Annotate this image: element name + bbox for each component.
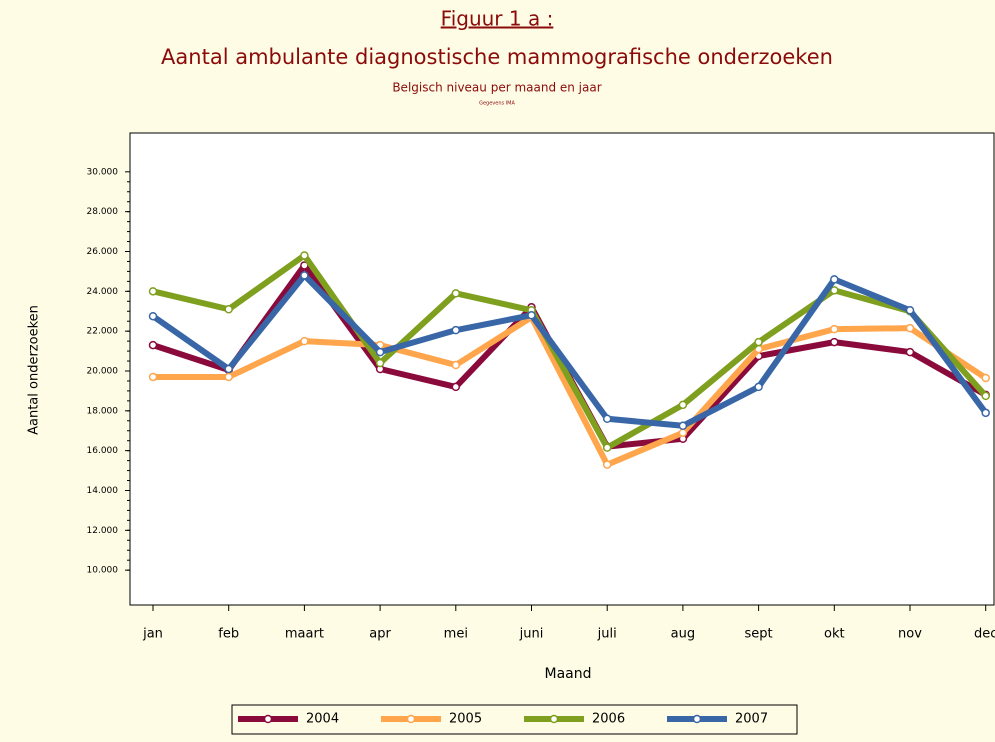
legend-label: 2007 [735, 712, 768, 727]
point [754, 382, 763, 392]
point [602, 443, 612, 452]
point [678, 428, 688, 437]
x-tick-label: okt [824, 627, 845, 642]
x-tick-label: feb [218, 627, 239, 642]
x-tick-label: juli [597, 627, 617, 642]
point [224, 364, 233, 374]
point [148, 372, 158, 382]
point [451, 382, 461, 392]
x-tick-label: sept [745, 627, 773, 642]
y-tick-label: 28.000 [87, 207, 119, 217]
x-tick-label: dec [974, 627, 995, 642]
legend-label: 2005 [449, 712, 482, 727]
chart-source: Gegevens IMA [479, 101, 515, 107]
point [830, 337, 839, 347]
point [451, 360, 461, 370]
point [224, 372, 233, 382]
x-tick-label: mei [444, 627, 468, 642]
point [451, 289, 461, 298]
point [830, 324, 839, 334]
point [678, 400, 688, 410]
point [148, 311, 158, 321]
point [300, 336, 309, 346]
chart-description: Belgisch niveau per maand en jaar [392, 81, 601, 95]
point [602, 460, 612, 469]
point [678, 421, 688, 431]
x-tick-label: juni [519, 627, 544, 642]
chart-subtitle: Aantal ambulante diagnostische mammograf… [161, 45, 833, 69]
x-tick-label: nov [898, 627, 922, 642]
point [148, 287, 158, 296]
point [905, 347, 915, 357]
legend-marker [549, 714, 559, 724]
y-tick-label: 16.000 [87, 446, 119, 456]
point [451, 325, 461, 335]
series-line [153, 314, 988, 468]
x-tick-label: apr [369, 627, 391, 642]
point [981, 391, 990, 401]
x-axis-label: Maand [545, 666, 592, 682]
point [300, 251, 309, 260]
point [375, 347, 385, 357]
point [830, 275, 839, 284]
point [602, 414, 612, 424]
y-tick-label: 22.000 [87, 327, 119, 337]
y-tick-label: 18.000 [87, 406, 119, 416]
point [905, 305, 915, 315]
y-tick-label: 30.000 [87, 167, 119, 177]
y-tick-label: 24.000 [87, 287, 119, 297]
series-line [152, 252, 988, 451]
y-tick-label: 12.000 [87, 526, 119, 536]
legend-marker [263, 714, 273, 724]
point [981, 408, 990, 418]
point [224, 305, 233, 314]
y-tick-label: 14.000 [87, 486, 119, 496]
point [754, 337, 763, 347]
legend-label: 2006 [592, 712, 625, 727]
point [148, 340, 158, 350]
y-tick-label: 20.000 [87, 366, 119, 376]
y-tick-label: 26.000 [87, 247, 119, 257]
point [300, 271, 309, 280]
x-tick-label: aug [671, 627, 695, 642]
series-line [151, 272, 989, 429]
point [527, 310, 536, 320]
x-tick-label: jan [142, 627, 163, 642]
point [981, 373, 990, 383]
point [905, 323, 915, 333]
legend-label: 2004 [306, 712, 339, 727]
point [375, 358, 385, 368]
x-tick-label: maart [285, 627, 324, 642]
y-axis-label: Aantal onderzoeken [27, 305, 42, 435]
y-tick-label: 10.000 [87, 566, 119, 576]
legend-marker [692, 714, 702, 724]
chart-title: Figuur 1 a : [441, 7, 554, 31]
legend-marker [406, 714, 416, 724]
point [830, 286, 839, 295]
